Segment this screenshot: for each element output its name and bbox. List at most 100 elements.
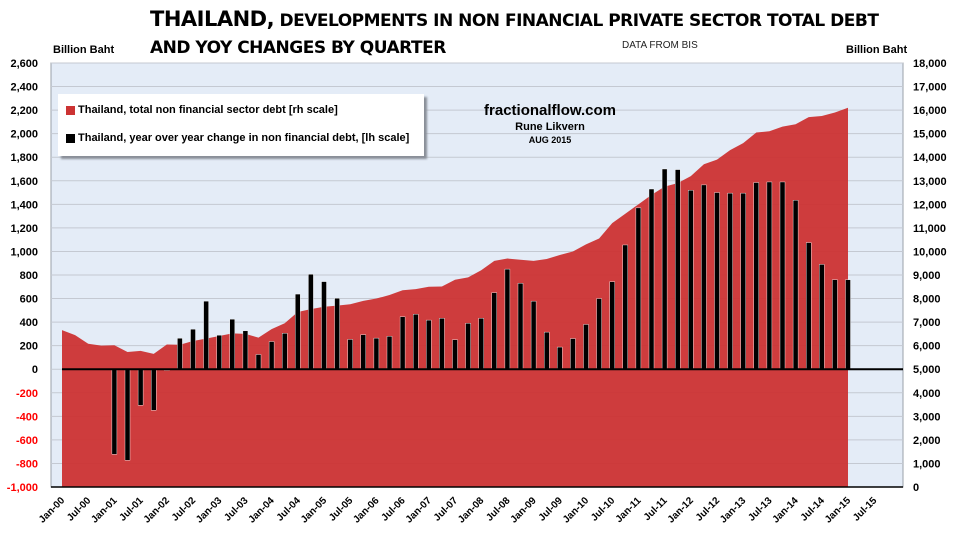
left-axis-tick-label: 1,200 bbox=[10, 223, 38, 235]
chart-title-country: THAILAND, bbox=[150, 7, 275, 31]
bar-yoy-change bbox=[399, 316, 406, 370]
left-axis-tick-label: 1,000 bbox=[10, 246, 38, 258]
bar-yoy-change bbox=[557, 346, 563, 370]
bar-yoy-change bbox=[177, 338, 183, 370]
x-axis-tick-label: Jul-05 bbox=[327, 495, 356, 524]
bar-yoy-change bbox=[596, 298, 602, 370]
chart-title-line2: AND YOY CHANGES BY QUARTER bbox=[150, 38, 446, 58]
right-axis-tick-label: 8,000 bbox=[913, 294, 941, 306]
credit-block: fractionalflow.com Rune Likvern AUG 2015 bbox=[470, 102, 630, 145]
right-axis-tick-label: 18,000 bbox=[913, 58, 947, 70]
bar-yoy-change bbox=[308, 274, 314, 370]
right-axis-tick-label: 17,000 bbox=[913, 82, 947, 94]
bar-yoy-change bbox=[190, 328, 196, 370]
bar-yoy-change bbox=[282, 333, 288, 370]
bar-yoy-change bbox=[832, 279, 838, 370]
bar-yoy-change bbox=[675, 169, 681, 370]
x-axis-tick-label: Jul-15 bbox=[851, 495, 880, 524]
left-axis-unit-label: Billion Baht bbox=[53, 44, 115, 56]
x-axis-tick-label: Jan-00 bbox=[37, 495, 67, 525]
legend-swatch-red bbox=[66, 105, 75, 115]
bar-yoy-change bbox=[806, 242, 812, 370]
bar-yoy-change bbox=[465, 323, 471, 370]
x-axis-tick-label: Jul-00 bbox=[65, 495, 94, 524]
x-axis-tick-label: Jul-02 bbox=[170, 495, 199, 524]
x-axis-tick-label: Jan-10 bbox=[561, 495, 591, 525]
bar-yoy-change bbox=[439, 318, 445, 370]
bar-yoy-change bbox=[517, 283, 524, 370]
chart-title-line1: DEVELOPMENTS IN NON FINANCIAL PRIVATE SE… bbox=[274, 11, 879, 31]
x-axis-tick-label: Jul-01 bbox=[118, 495, 147, 524]
x-axis-tick-label: Jan-01 bbox=[89, 495, 119, 525]
x-axis-tick-label: Jan-14 bbox=[771, 495, 801, 525]
bar-yoy-change bbox=[622, 244, 628, 370]
bar-yoy-change bbox=[609, 281, 615, 370]
right-axis-tick-label: 11,000 bbox=[913, 223, 946, 235]
right-axis-tick-label: 15,000 bbox=[913, 129, 947, 141]
left-axis-tick-label: 0 bbox=[32, 364, 38, 376]
x-axis-tick-label: Jan-04 bbox=[247, 495, 277, 525]
right-axis-tick-label: 10,000 bbox=[913, 246, 947, 258]
left-axis-tick-label: 1,400 bbox=[10, 199, 38, 211]
bar-yoy-change bbox=[242, 330, 249, 370]
bar-yoy-change bbox=[661, 168, 668, 370]
x-axis-tick-label: Jan-11 bbox=[614, 495, 644, 525]
bar-yoy-change bbox=[413, 314, 419, 370]
bar-yoy-change bbox=[268, 341, 275, 370]
bar-yoy-change bbox=[478, 318, 484, 370]
legend-label-yoy-change: Thailand, year over year change in non f… bbox=[78, 132, 410, 144]
right-axis-tick-label: 14,000 bbox=[913, 152, 947, 164]
x-axis-tick-label: Jan-08 bbox=[456, 495, 486, 525]
x-axis-tick-label: Jan-05 bbox=[299, 495, 329, 525]
x-axis-tick-label: Jul-08 bbox=[484, 495, 513, 524]
bar-yoy-change bbox=[203, 300, 209, 370]
bar-yoy-change bbox=[137, 369, 144, 406]
x-axis-tick-label: Jul-14 bbox=[799, 495, 828, 524]
x-axis-tick-label: Jan-07 bbox=[404, 495, 434, 525]
x-axis-tick-label: Jul-06 bbox=[380, 495, 409, 524]
x-axis-tick-label: Jan-12 bbox=[666, 495, 696, 525]
chart-title: THAILAND, DEVELOPMENTS IN NON FINANCIAL … bbox=[150, 6, 879, 62]
bar-yoy-change bbox=[452, 339, 458, 370]
left-axis-tick-label: 600 bbox=[20, 294, 38, 306]
bar-yoy-change bbox=[648, 188, 655, 370]
bar-yoy-change bbox=[504, 268, 511, 370]
x-axis-tick-label: Jan-02 bbox=[142, 495, 172, 525]
bar-yoy-change bbox=[845, 279, 851, 370]
x-axis-tick-label: Jul-09 bbox=[537, 495, 566, 524]
bar-yoy-change bbox=[583, 324, 589, 370]
bar-yoy-change bbox=[295, 293, 301, 370]
left-axis-tick-label: -600 bbox=[16, 435, 38, 447]
credit-date: AUG 2015 bbox=[528, 135, 572, 145]
bar-yoy-change bbox=[779, 181, 786, 370]
x-axis-tick-label: Jul-07 bbox=[432, 495, 461, 524]
bar-yoy-change bbox=[792, 200, 799, 370]
left-axis-tick-label: -400 bbox=[16, 411, 38, 423]
bar-yoy-change bbox=[570, 338, 576, 370]
x-axis-tick-label: Jul-10 bbox=[589, 495, 618, 524]
left-axis-tick-label: 2,400 bbox=[10, 82, 38, 94]
bar-yoy-change bbox=[766, 181, 773, 370]
right-axis-tick-label: 7,000 bbox=[913, 317, 941, 329]
left-axis-tick-label: -800 bbox=[16, 458, 38, 470]
bar-yoy-change bbox=[373, 337, 380, 370]
bar-yoy-change bbox=[740, 192, 746, 370]
left-axis-tick-label: 800 bbox=[20, 270, 38, 282]
left-axis-tick-label: 2,600 bbox=[10, 58, 38, 70]
bar-yoy-change bbox=[727, 192, 733, 370]
right-axis-tick-label: 4,000 bbox=[913, 388, 941, 400]
x-axis-tick-label: Jul-13 bbox=[746, 495, 775, 524]
credit-site: fractionalflow.com bbox=[484, 102, 616, 119]
bar-yoy-change bbox=[321, 281, 327, 370]
legend-item-yoy-change: Thailand, year over year change in non f… bbox=[66, 132, 409, 144]
left-axis-tick-label: -200 bbox=[16, 388, 38, 400]
left-axis-tick-label: 400 bbox=[20, 317, 38, 329]
left-axis-tick-label: 2,000 bbox=[10, 129, 38, 141]
bar-yoy-change bbox=[701, 184, 707, 370]
right-axis-tick-label: 5,000 bbox=[913, 364, 941, 376]
x-axis-tick-label: Jan-03 bbox=[194, 495, 224, 525]
right-axis-tick-label: 2,000 bbox=[913, 435, 941, 447]
x-axis-tick-label: Jul-12 bbox=[694, 495, 723, 524]
bar-yoy-change bbox=[544, 331, 550, 370]
x-axis-tick-label: Jan-06 bbox=[351, 495, 381, 525]
